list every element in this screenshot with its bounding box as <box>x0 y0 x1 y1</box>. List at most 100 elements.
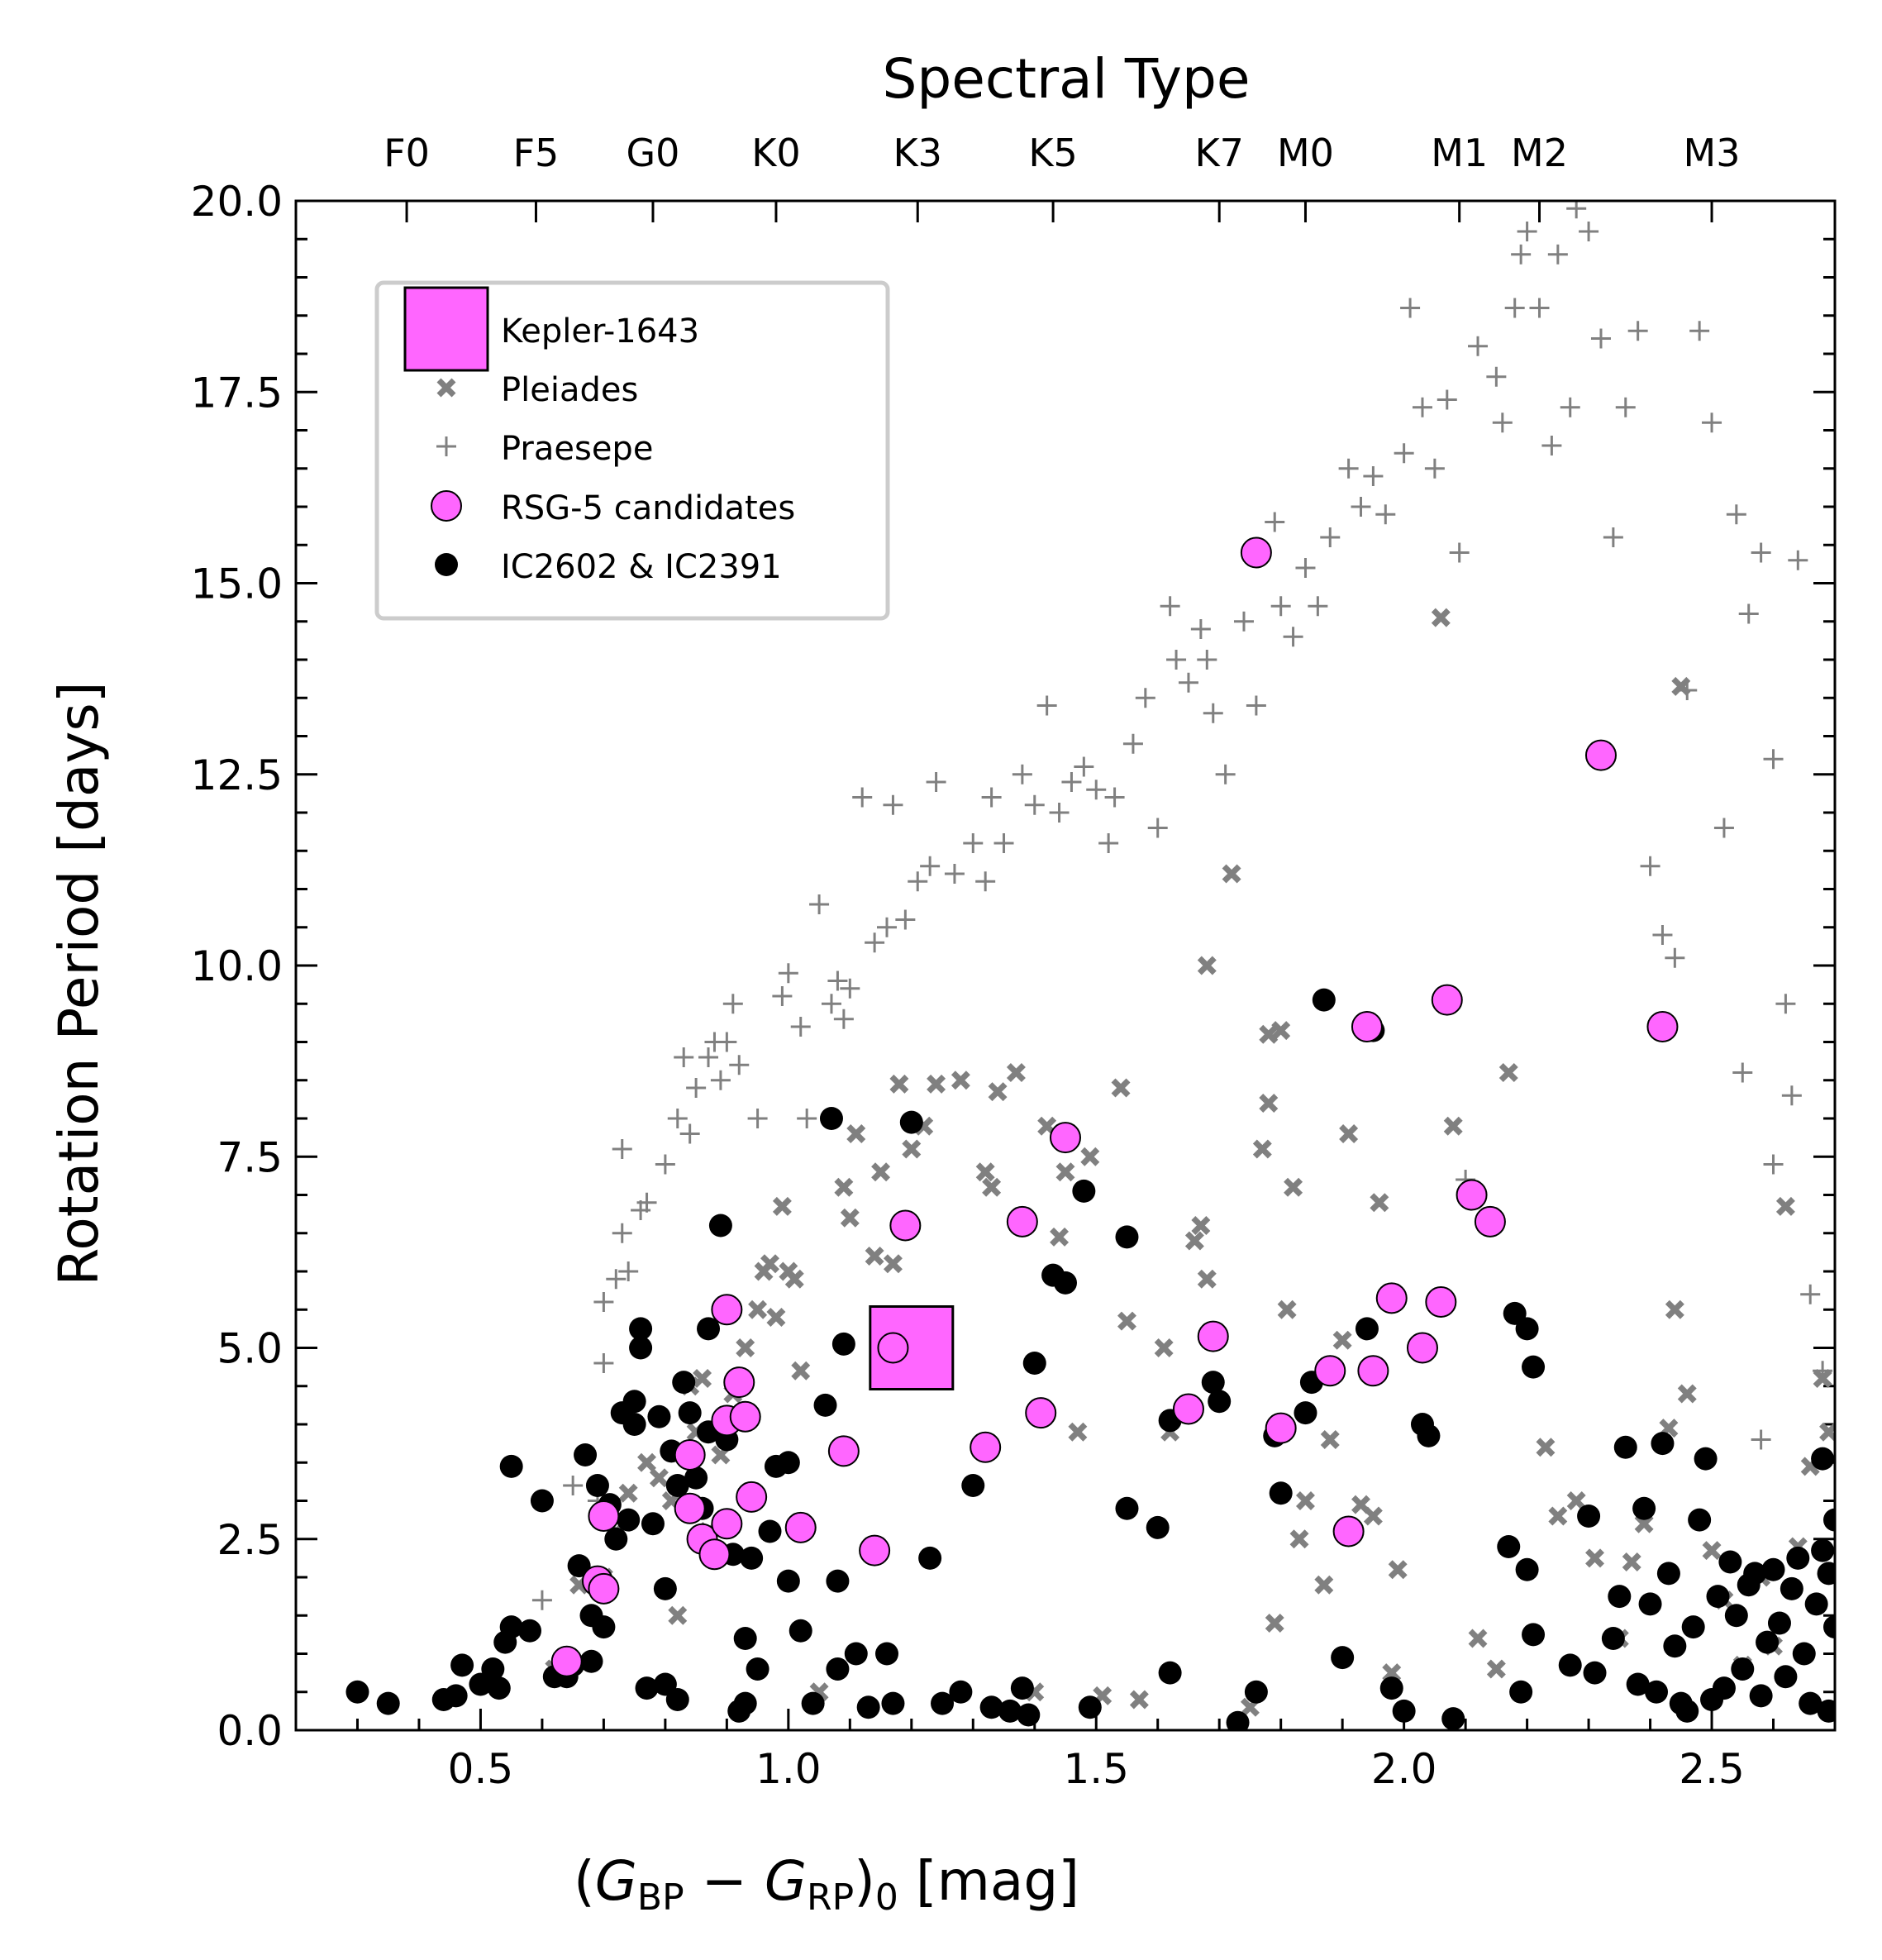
ic2602-ic2391-point <box>1355 1317 1379 1341</box>
praesepe-point <box>840 978 860 999</box>
praesepe-point <box>944 864 965 884</box>
pleiades-point <box>1585 1548 1605 1568</box>
praesepe-point <box>1049 803 1070 823</box>
praesepe-point <box>1412 397 1432 417</box>
praesepe-point <box>1751 542 1771 563</box>
ic2602-ic2391-point <box>585 1474 609 1497</box>
praesepe-point <box>1178 672 1198 693</box>
praesepe-point <box>710 1070 731 1090</box>
ic2602-ic2391-point <box>1115 1225 1139 1249</box>
ic2602-ic2391-point <box>875 1642 899 1666</box>
pleiades-point <box>1775 1196 1795 1216</box>
praesepe-point <box>679 1123 700 1144</box>
praesepe-point <box>686 1078 707 1098</box>
pleiades-point <box>1129 1690 1149 1710</box>
rsg-5-candidate-point <box>1357 1355 1389 1387</box>
ic2602-ic2391-point <box>1731 1657 1755 1681</box>
pleiades-point <box>951 1071 970 1090</box>
ic2602-ic2391-point <box>1392 1699 1416 1723</box>
ic2602-ic2391-point <box>345 1680 369 1704</box>
x-tick-label: 1.5 <box>1063 1745 1129 1793</box>
pleiades-point <box>1295 1491 1315 1510</box>
rsg-5-candidate-point <box>1431 984 1463 1016</box>
ic2602-ic2391-point <box>899 1110 923 1134</box>
axis-ticks <box>296 199 1837 1732</box>
praesepe-point <box>1246 695 1266 716</box>
spectral-type-label: F0 <box>384 131 430 175</box>
praesepe-point <box>993 833 1014 853</box>
ic2602-ic2391-point <box>665 1474 689 1497</box>
ic2602-ic2391-point <box>1331 1646 1355 1670</box>
praesepe-point <box>1197 650 1217 670</box>
praesepe-point <box>1283 627 1303 647</box>
praesepe-point <box>1122 733 1143 754</box>
legend-symbol <box>403 286 489 372</box>
ic2602-ic2391-point <box>819 1107 843 1130</box>
rsg-5-candidate-point <box>1025 1397 1057 1429</box>
ic2602-ic2391-point <box>1756 1630 1780 1654</box>
pleiades-point <box>1443 1116 1463 1136</box>
x-tick-label: 0.5 <box>448 1745 514 1793</box>
praesepe-point <box>531 1590 552 1610</box>
legend-label: IC2602 & IC2391 <box>501 548 782 586</box>
ic2602-ic2391-point <box>684 1466 708 1490</box>
praesepe-point <box>1061 772 1082 792</box>
ic2602-ic2391-point <box>1804 1592 1828 1616</box>
praesepe-point <box>1547 244 1568 265</box>
ic2602-ic2391-point <box>579 1649 603 1673</box>
ic2602-ic2391-point <box>1017 1703 1041 1727</box>
praesepe-point <box>1036 695 1057 716</box>
praesepe-point <box>729 1055 750 1075</box>
ic2602-ic2391-point <box>733 1691 757 1715</box>
praesepe-point <box>1135 688 1155 708</box>
ic2602-ic2391-point <box>1294 1401 1317 1425</box>
pleiades-point <box>1191 1216 1211 1235</box>
pleiades-point <box>883 1254 903 1274</box>
ic2602-ic2391-point <box>1774 1665 1798 1689</box>
ic2602-ic2391-point <box>708 1214 732 1238</box>
pleiades-point <box>1665 1300 1684 1319</box>
praesepe-point <box>1788 550 1808 570</box>
praesepe-point <box>833 1009 854 1029</box>
x-tick-label: 1.0 <box>755 1745 822 1793</box>
praesepe-point <box>877 917 898 937</box>
praesepe-point <box>1615 397 1636 417</box>
praesepe-point <box>1751 1429 1771 1450</box>
pleiades-point <box>736 1338 755 1357</box>
spectral-type-label: M0 <box>1277 131 1334 175</box>
rsg-5-candidate-point <box>698 1538 731 1571</box>
ic2602-ic2391-point <box>1515 1557 1539 1581</box>
praesepe-point <box>1486 366 1507 387</box>
pleiades-point <box>834 1177 854 1197</box>
ic2602-ic2391-point <box>487 1676 511 1700</box>
praesepe-point <box>1190 619 1211 639</box>
ic2602-ic2391-point <box>1718 1550 1742 1574</box>
ic2602-ic2391-point <box>1749 1684 1773 1708</box>
pleiades-point <box>1320 1430 1340 1449</box>
y-tick-label: 15.0 <box>191 560 283 608</box>
pleiades-point <box>784 1269 804 1289</box>
pleiades-point <box>1702 1541 1722 1561</box>
praesepe-point <box>1074 756 1094 777</box>
praesepe-point <box>606 1269 627 1290</box>
pleiades-point <box>982 1177 1002 1197</box>
praesepe-point <box>593 1353 614 1373</box>
pleiades-point <box>902 1139 922 1159</box>
pleiades-point <box>668 1605 688 1625</box>
ic2602-ic2391-point <box>789 1619 812 1643</box>
spectral-type-label: K0 <box>751 131 800 175</box>
pleiades-point <box>1536 1438 1556 1457</box>
rsg-5-candidate-point <box>784 1511 817 1543</box>
praesepe-point <box>1813 1361 1833 1381</box>
rsg-5-candidate-point <box>1265 1412 1297 1444</box>
legend-box <box>374 280 890 621</box>
pleiades-point <box>1388 1560 1408 1580</box>
praesepe-point <box>797 1109 817 1128</box>
legend: Kepler-1643 Pleiades Praesepe RSG-5 candida… <box>374 280 890 621</box>
praesepe-point <box>1437 389 1457 410</box>
ic2602-ic2391-point <box>622 1413 646 1436</box>
y-tick-label: 0.0 <box>217 1707 283 1755</box>
ic2602-ic2391-point <box>1786 1546 1810 1570</box>
y-tick-label: 12.5 <box>191 751 283 799</box>
